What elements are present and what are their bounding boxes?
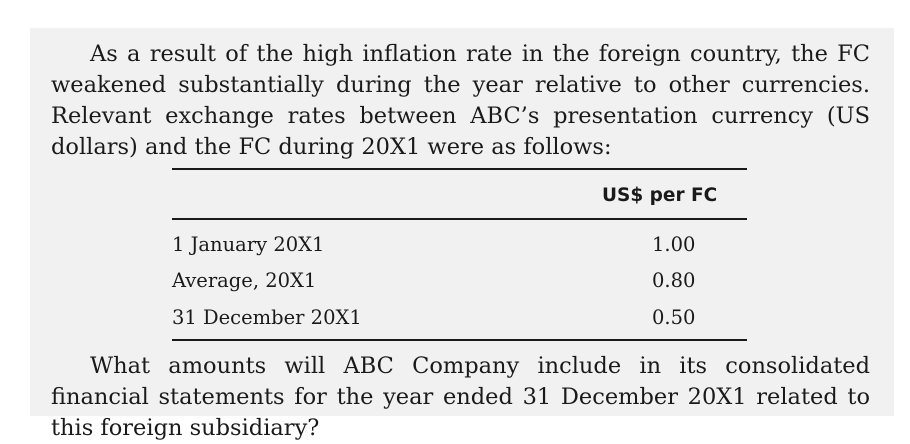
row-label: Average, 20X1 <box>172 269 317 292</box>
row-value: 1.00 <box>652 233 696 256</box>
row-value: 0.80 <box>652 269 696 292</box>
document-page: As a result of the high inflation rate i… <box>30 28 894 441</box>
table-header-rule <box>172 218 747 220</box>
column-header-usd-per-fc: US$ per FC <box>602 185 718 206</box>
row-label: 31 December 20X1 <box>172 306 362 329</box>
row-value: 0.50 <box>652 306 696 329</box>
question-paragraph: What amounts will ABC Company include in… <box>51 353 870 441</box>
table-top-rule <box>172 168 747 170</box>
exchange-rate-table: US$ per FC 1 January 20X1 1.00 Average, … <box>172 168 747 341</box>
table-row: 31 December 20X1 0.50 <box>172 303 747 333</box>
table-row: 1 January 20X1 1.00 <box>172 230 747 260</box>
table-bottom-rule <box>172 339 747 341</box>
table-row: Average, 20X1 0.80 <box>172 266 747 296</box>
intro-paragraph: As a result of the high inflation rate i… <box>51 41 870 160</box>
row-label: 1 January 20X1 <box>172 233 325 256</box>
